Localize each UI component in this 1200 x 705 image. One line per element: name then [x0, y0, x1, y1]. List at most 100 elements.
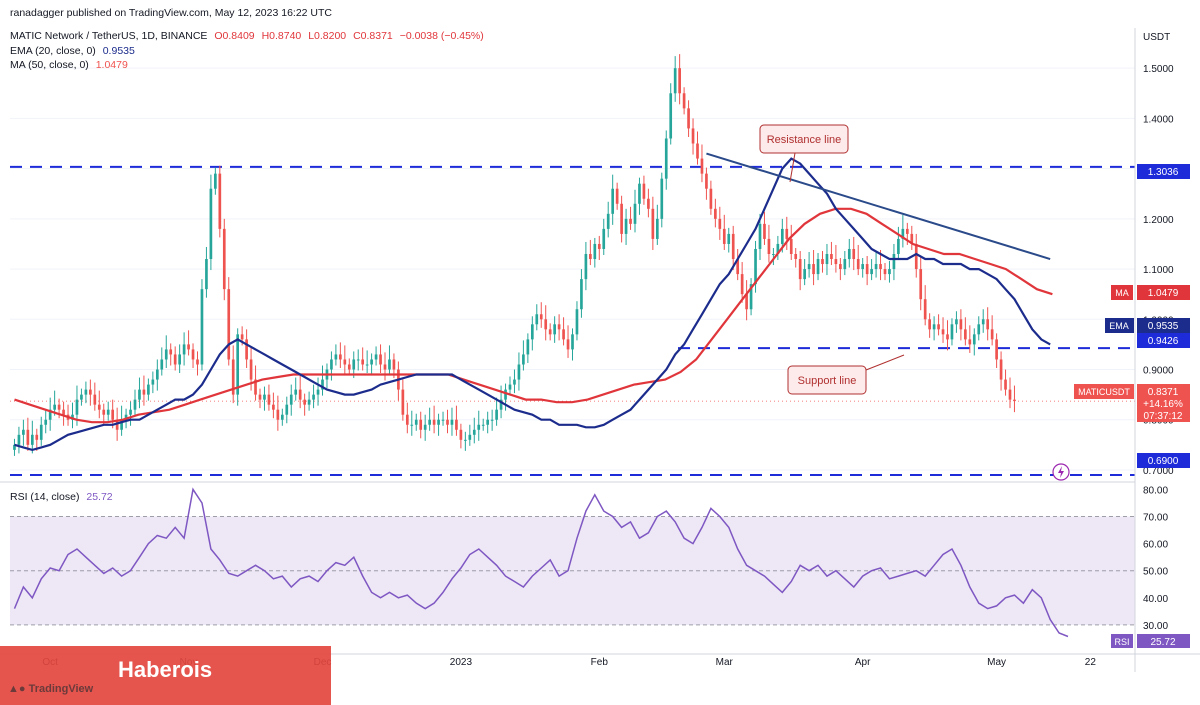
- lightning-icon[interactable]: [1052, 463, 1070, 481]
- candle: [530, 316, 534, 351]
- candle-body: [664, 138, 668, 179]
- candle: [580, 269, 583, 318]
- candle-body: [13, 444, 16, 450]
- ema20-path: [14, 157, 1051, 452]
- candle: [267, 384, 271, 411]
- candle: [401, 379, 405, 421]
- candle-body: [89, 389, 92, 395]
- candle-body: [562, 329, 565, 340]
- candle: [767, 224, 771, 263]
- candle: [26, 417, 30, 451]
- candle: [633, 189, 637, 233]
- symbol-title[interactable]: MATIC Network / TetherUS, 1D, BINANCE: [10, 30, 208, 42]
- price-tick-label: 1.5000: [1143, 64, 1174, 75]
- svg-text:0.9426: 0.9426: [1148, 336, 1179, 347]
- candle-body: [772, 254, 775, 255]
- candle: [865, 256, 869, 286]
- candle-body: [847, 248, 851, 260]
- candle-body: [477, 424, 481, 430]
- candle-body: [298, 389, 302, 400]
- haberois-banner: [0, 646, 331, 705]
- candle: [200, 279, 204, 371]
- svg-text:MATICUSDT: MATICUSDT: [1078, 387, 1130, 397]
- candle-body: [705, 173, 708, 189]
- candle-body: [535, 314, 539, 325]
- candle: [816, 252, 820, 281]
- candle: [964, 317, 967, 346]
- candle: [669, 83, 673, 145]
- candle-body: [919, 269, 923, 300]
- candle-body: [749, 284, 753, 310]
- candle: [611, 174, 615, 225]
- candle-body: [388, 359, 391, 370]
- candle-body: [789, 238, 793, 254]
- candle: [776, 235, 780, 261]
- candle-body: [928, 319, 931, 330]
- rsi-legend[interactable]: RSI (14, close) 25.72: [10, 491, 117, 503]
- candle-body: [138, 389, 141, 400]
- candle-body: [245, 339, 248, 360]
- candle: [602, 218, 606, 256]
- candle-body: [798, 259, 802, 280]
- candle-body: [964, 329, 967, 340]
- candle-body: [276, 409, 280, 420]
- candle-body: [1013, 399, 1016, 402]
- candle-body: [932, 324, 936, 330]
- candle-body: [356, 359, 360, 361]
- candle-body: [651, 208, 655, 239]
- candle: [191, 343, 195, 369]
- candle-body: [682, 93, 686, 109]
- candle-body: [151, 379, 155, 385]
- candle: [647, 188, 650, 218]
- candle: [205, 246, 208, 298]
- candle-body: [803, 269, 806, 280]
- candle-body: [280, 414, 284, 420]
- candle: [214, 167, 217, 195]
- attribution: ranadagger published on TradingView.com,…: [10, 7, 333, 19]
- candle: [557, 314, 561, 341]
- candle: [749, 278, 753, 316]
- candle-body: [856, 259, 860, 270]
- ma50-line: [14, 207, 1053, 424]
- candle: [129, 401, 132, 426]
- candle: [182, 332, 186, 366]
- candle: [142, 375, 146, 406]
- candle-body: [736, 259, 740, 275]
- candle-body: [937, 324, 940, 330]
- candle: [472, 417, 476, 444]
- candle-body: [589, 254, 592, 260]
- candle: [48, 397, 52, 431]
- candle-body: [602, 228, 606, 249]
- tradingview-logo[interactable]: ▲● TradingView: [8, 683, 93, 695]
- candle-body: [441, 419, 445, 421]
- candle-body: [539, 314, 543, 320]
- candle: [361, 347, 365, 371]
- ma-legend-label: MA (50, close, 0): [10, 59, 89, 71]
- candle-body: [526, 339, 530, 355]
- candle-body: [575, 309, 579, 335]
- candle: [548, 323, 552, 341]
- candle-body: [352, 359, 356, 370]
- candle-body: [955, 319, 958, 325]
- candle: [450, 407, 454, 436]
- candle: [316, 377, 320, 406]
- candle-body: [950, 324, 954, 340]
- candle: [736, 248, 740, 281]
- ema-legend[interactable]: EMA (20, close, 0) 0.9535: [10, 45, 139, 57]
- candle-body: [383, 364, 387, 370]
- candle: [843, 250, 847, 276]
- price-axis: 0.70000.80000.90001.00001.10001.20001.30…: [0, 28, 1174, 672]
- candle-body: [990, 329, 994, 340]
- candle-body: [405, 414, 409, 425]
- ma-legend[interactable]: MA (50, close, 0) 1.0479: [10, 59, 132, 71]
- candle-body: [508, 384, 512, 390]
- candle-body: [285, 404, 289, 415]
- candle: [307, 391, 311, 411]
- support-callout: Support line: [787, 354, 905, 395]
- candle: [678, 54, 681, 105]
- candle: [80, 388, 83, 406]
- candle: [196, 351, 199, 376]
- candle: [705, 167, 708, 200]
- candle-body: [780, 228, 784, 244]
